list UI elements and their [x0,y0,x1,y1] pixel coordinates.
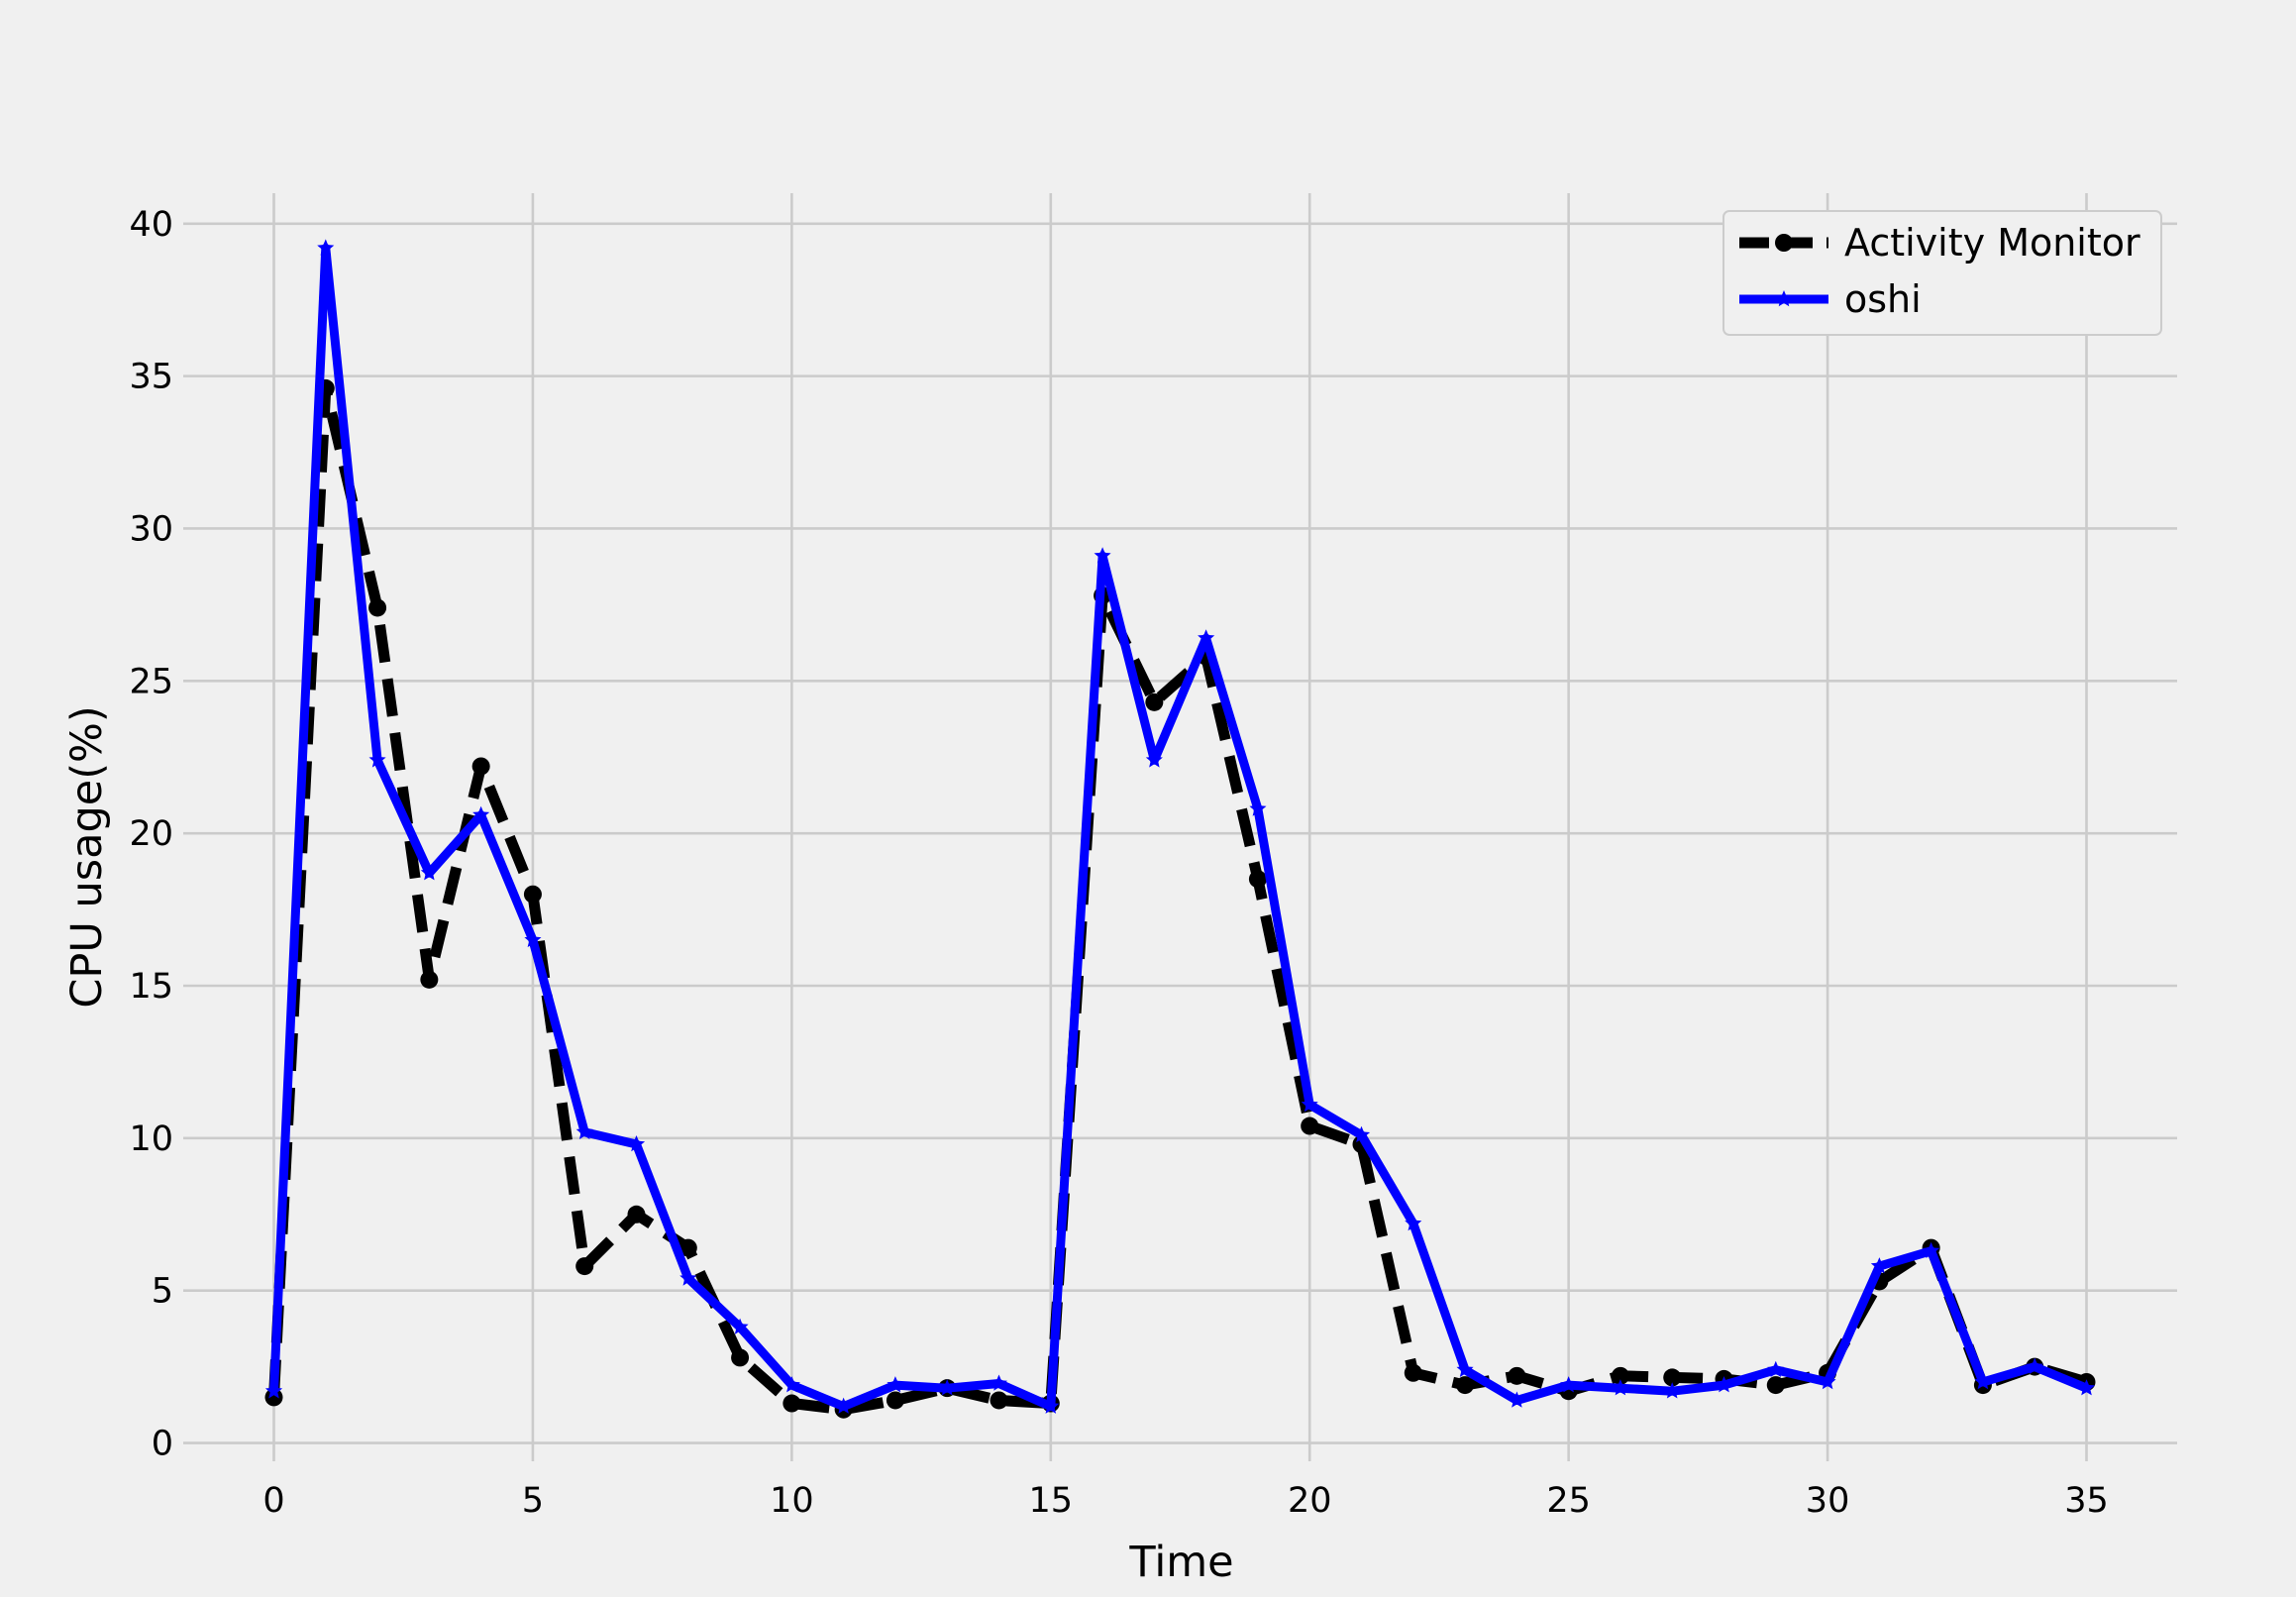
data-point [678,1238,697,1257]
x-tick-label: 30 [1806,1481,1850,1521]
data-point [783,1394,801,1413]
data-point [1508,1366,1526,1385]
legend-marker [1775,234,1793,252]
data-point [679,1269,697,1286]
legend-label: Activity Monitor [1844,221,2140,265]
legend-box [1722,210,2162,336]
data-point [1249,799,1267,816]
data-point [783,1376,800,1393]
series-layer [264,239,2096,1419]
y-tick-label: 35 [129,358,173,397]
data-point [1405,1215,1422,1231]
data-point [1145,751,1163,768]
data-point [472,805,490,822]
legend-marker [1775,290,1793,307]
data-point [368,751,386,768]
data-point [575,1122,593,1139]
data-point [317,239,335,256]
x-tick-label: 15 [1029,1481,1074,1521]
data-point [471,757,490,776]
data-point [1560,1376,1578,1393]
legend-label: oshi [1844,277,1922,321]
data-point [731,1318,749,1334]
data-point [1663,1368,1682,1387]
y-tick-label: 40 [129,205,173,245]
y-axis-label: CPU usage(%) [62,705,112,1008]
data-point [1404,1363,1422,1382]
x-tick-label: 20 [1288,1481,1332,1521]
data-point [368,598,387,617]
data-point [264,1382,283,1399]
data-point [523,885,542,904]
tick-labels: 0 5 10 15 20 25 30 35 0 5 10 15 20 25 30 35 40 [129,205,2108,1521]
y-tick-label: 25 [129,662,173,701]
data-point [524,930,542,948]
data-point [835,1397,853,1414]
data-point [1456,1360,1474,1377]
y-tick-label: 10 [129,1119,173,1159]
data-point [1612,1379,1629,1396]
data-point [731,1348,750,1367]
series-oshi [264,239,2096,1414]
data-point [938,1379,956,1396]
data-point [990,1391,1008,1410]
data-point [2026,1357,2043,1374]
data-point [887,1376,904,1393]
x-tick-label: 5 [522,1481,544,1521]
data-point [1819,1373,1836,1390]
y-tick-label: 30 [129,509,173,549]
data-point [575,1257,594,1276]
data-point [1663,1382,1681,1399]
data-point [886,1391,904,1410]
data-point [1923,1241,1940,1258]
legend: Activity Monitor oshi [1722,210,2162,336]
data-point [1248,870,1267,889]
data-point [1456,1376,1475,1395]
data-point [1301,1096,1318,1113]
data-point [1508,1391,1525,1408]
x-axis-label: Time [1128,1538,1233,1587]
series-line [268,382,2089,1416]
data-point [2077,1379,2096,1396]
x-tick-label: 35 [2064,1481,2109,1521]
x-tick-label: 25 [1546,1481,1591,1521]
series-activity-monitor [264,378,2096,1419]
data-point [1352,1125,1371,1143]
data-point [1301,1117,1319,1135]
y-tick-label: 5 [152,1272,173,1312]
data-point [1611,1366,1629,1385]
data-point [1766,1376,1785,1395]
data-point [627,1135,646,1152]
data-point [990,1374,1008,1391]
data-point [420,970,439,989]
y-tick-label: 20 [129,814,173,854]
data-point [264,1388,283,1407]
data-point [627,1205,646,1224]
data-point [1870,1257,1888,1274]
data-point [420,864,438,881]
y-tick-label: 0 [152,1425,173,1464]
x-tick-label: 10 [770,1481,814,1521]
data-point [1094,547,1111,564]
series-line [269,243,2089,1412]
data-point [1145,692,1164,711]
data-point [1767,1360,1785,1377]
y-tick-label: 15 [129,967,173,1007]
data-point [1974,1373,1992,1390]
data-point [1715,1376,1733,1393]
data-point [1042,1397,1060,1414]
data-point [1198,629,1215,646]
x-tick-label: 0 [262,1481,284,1521]
